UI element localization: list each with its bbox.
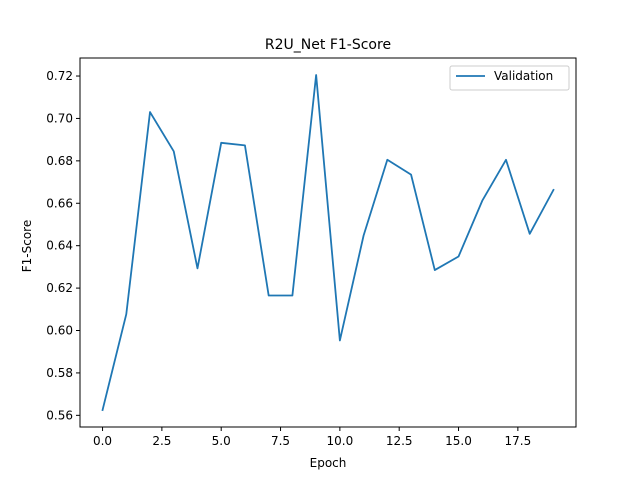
y-tick-label: 0.66 (46, 196, 73, 210)
y-tick-label: 0.70 (46, 111, 73, 125)
y-tick-label: 0.72 (46, 69, 73, 83)
x-tick-label: 15.0 (445, 434, 472, 448)
x-axis: 0.0 2.5 5.0 7.5 10.0 12.5 15.0 17.5 (93, 427, 531, 448)
y-tick-label: 0.60 (46, 324, 73, 338)
legend: Validation (449, 65, 570, 91)
series-layer (101, 74, 555, 412)
y-tick-label: 0.62 (46, 281, 73, 295)
legend-label-validation: Validation (494, 69, 553, 83)
y-axis-label: F1-Score (20, 220, 34, 272)
x-tick-label: 0.0 (93, 434, 112, 448)
x-tick-label: 17.5 (504, 434, 531, 448)
x-tick-label: 5.0 (212, 434, 231, 448)
x-axis-label: Epoch (310, 456, 347, 470)
y-tick-label: 0.56 (46, 408, 73, 422)
legend-box (449, 65, 570, 91)
plot-frame (79, 57, 577, 428)
y-tick-label: 0.58 (46, 366, 73, 380)
y-tick-label: 0.68 (46, 154, 73, 168)
y-axis: 0.56 0.58 0.60 0.62 0.64 0.66 0.68 0.70 0.72 (46, 69, 80, 422)
series-line-validation (101, 74, 555, 412)
plot-area (79, 57, 577, 428)
x-tick-label: 2.5 (152, 434, 171, 448)
x-tick-label: 10.0 (327, 434, 354, 448)
chart-title: R2U_Net F1-Score (265, 37, 391, 53)
y-tick-label: 0.64 (46, 239, 73, 253)
x-tick-label: 7.5 (271, 434, 290, 448)
x-tick-label: 12.5 (386, 434, 413, 448)
